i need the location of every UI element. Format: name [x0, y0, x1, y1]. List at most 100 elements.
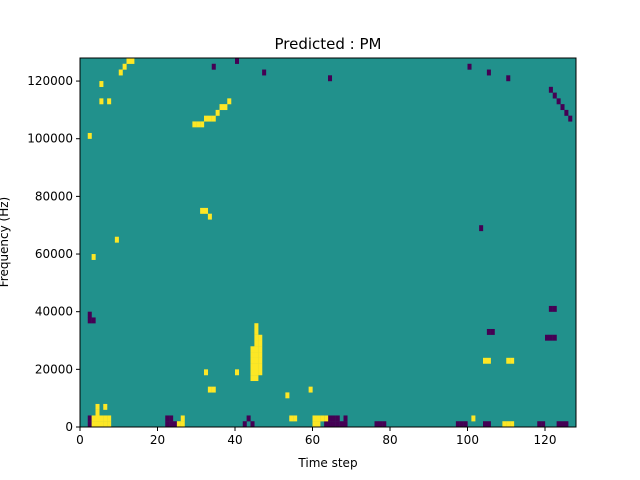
- heatmap-cell-low: [328, 415, 333, 422]
- heatmap-cell-high: [320, 415, 325, 422]
- heatmap-cell-low: [169, 415, 174, 422]
- heatmap-cell-low: [382, 421, 387, 428]
- heatmap-cell-high: [250, 352, 255, 358]
- heatmap-cell-low: [335, 415, 340, 422]
- heatmap-cell-high: [130, 58, 135, 64]
- heatmap-cell-high: [107, 98, 112, 105]
- heatmap-cell-low: [242, 421, 247, 428]
- heatmap-cell-high: [250, 346, 255, 353]
- heatmap-cell-low: [173, 421, 178, 428]
- heatmap-cell-low: [548, 86, 553, 93]
- heatmap-cell-low: [235, 58, 240, 64]
- heatmap-cell-low: [328, 421, 333, 428]
- heatmap-cell-high: [215, 109, 220, 116]
- heatmap-cell-high: [285, 392, 290, 399]
- heatmap-cell-high: [483, 357, 488, 364]
- heatmap-cell-high: [192, 121, 197, 128]
- y-tick-label: 100000: [27, 132, 73, 146]
- heatmap-cell-high: [87, 132, 92, 139]
- x-tick-label: 20: [150, 433, 165, 447]
- heatmap-cell-high: [502, 421, 507, 428]
- heatmap-cell-low: [467, 63, 472, 70]
- heatmap-cell-low: [91, 317, 96, 324]
- heatmap-cell-low: [548, 334, 553, 341]
- heatmap-cell-high: [254, 375, 259, 382]
- heatmap-cell-high: [95, 421, 100, 428]
- heatmap-cell-high: [293, 415, 298, 422]
- heatmap-cell-high: [312, 415, 317, 422]
- heatmap-cell-high: [114, 236, 119, 243]
- heatmap-cell-low: [87, 311, 92, 318]
- heatmap-cell-high: [126, 58, 131, 64]
- heatmap-cell-high: [254, 328, 259, 335]
- heatmap-cell-low: [537, 421, 542, 428]
- heatmap-cell-high: [235, 369, 240, 376]
- heatmap-cell-high: [95, 415, 100, 422]
- y-tick-label: 20000: [35, 362, 73, 376]
- heatmap-cell-high: [204, 207, 209, 214]
- heatmap-cell-high: [486, 357, 491, 364]
- heatmap-cell-low: [541, 421, 546, 428]
- heatmap-cell-high: [99, 81, 104, 87]
- heatmap-cell-low: [331, 415, 336, 422]
- heatmap-cell-high: [99, 415, 104, 422]
- heatmap-cell-high: [250, 375, 255, 382]
- heatmap-cell-low: [486, 69, 491, 76]
- heatmap-cell-high: [312, 421, 317, 428]
- heatmap-cell-high: [258, 363, 263, 370]
- heatmap-cell-low: [343, 421, 348, 428]
- heatmap-cells: [87, 58, 573, 428]
- heatmap-cell-high: [176, 421, 181, 428]
- heatmap-cell-high: [200, 207, 205, 214]
- heatmap-cell-low: [552, 305, 557, 312]
- heatmap-cell-low: [324, 421, 329, 428]
- heatmap-cell-high: [250, 369, 255, 376]
- heatmap-cell-high: [510, 357, 515, 364]
- heatmap-cell-high: [254, 369, 259, 376]
- y-axis-label: Frequency (Hz): [0, 197, 11, 288]
- heatmap-cell-low: [556, 421, 561, 428]
- y-tick-label: 120000: [27, 74, 73, 88]
- heatmap-cell-high: [99, 421, 104, 428]
- y-tick-label: 0: [65, 420, 73, 434]
- heatmap-cell-high: [506, 357, 511, 364]
- heatmap-cell-high: [316, 421, 321, 428]
- heatmap-cell-high: [223, 104, 228, 111]
- heatmap-cell-high: [506, 421, 511, 428]
- heatmap-cell-high: [250, 363, 255, 370]
- heatmap-cell-high: [91, 421, 96, 428]
- x-tick-label: 80: [382, 433, 397, 447]
- plot-frame: [79, 57, 577, 428]
- heatmap-cell-low: [378, 421, 383, 428]
- heatmap-cell-high: [510, 421, 515, 428]
- x-tick-label: 0: [76, 433, 84, 447]
- heatmap-cell-low: [165, 415, 170, 422]
- heatmap-cell-high: [118, 69, 123, 76]
- y-tick-label: 40000: [35, 305, 73, 319]
- heatmap-cell-high: [99, 98, 104, 105]
- heatmap-cell-high: [95, 409, 100, 416]
- heatmap-cell-low: [87, 415, 92, 422]
- heatmap-cell-high: [103, 421, 108, 428]
- heatmap-cell-low: [335, 421, 340, 428]
- heatmap-cell-low: [455, 421, 460, 428]
- heatmap-cell-low: [331, 421, 336, 428]
- heatmap-cell-low: [328, 75, 333, 82]
- x-tick-label: 120: [534, 433, 557, 447]
- heatmap-cell-high: [180, 421, 185, 428]
- heatmap-cell-high: [200, 121, 205, 128]
- heatmap-cell-low: [87, 421, 92, 428]
- x-tick-label: 40: [227, 433, 242, 447]
- heatmap-cell-low: [463, 421, 468, 428]
- heatmap-cell-high: [196, 121, 201, 128]
- heatmap-cell-high: [254, 340, 259, 347]
- heatmap-cell-high: [258, 369, 263, 376]
- heatmap-cell-high: [219, 104, 224, 111]
- heatmap-cell-high: [91, 415, 96, 422]
- heatmap-cell-high: [254, 346, 259, 353]
- heatmap-cell-low: [165, 421, 170, 428]
- heatmap-cell-low: [490, 328, 495, 335]
- heatmap-cell-high: [258, 357, 263, 364]
- heatmap-cell-low: [548, 305, 553, 312]
